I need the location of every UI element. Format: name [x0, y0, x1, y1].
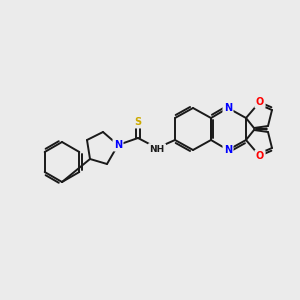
Text: N: N: [224, 145, 232, 155]
Text: O: O: [256, 97, 264, 107]
Text: NH: NH: [149, 145, 165, 154]
Text: O: O: [256, 151, 264, 161]
Text: N: N: [114, 140, 122, 150]
Text: S: S: [134, 117, 142, 127]
Text: N: N: [224, 103, 232, 113]
